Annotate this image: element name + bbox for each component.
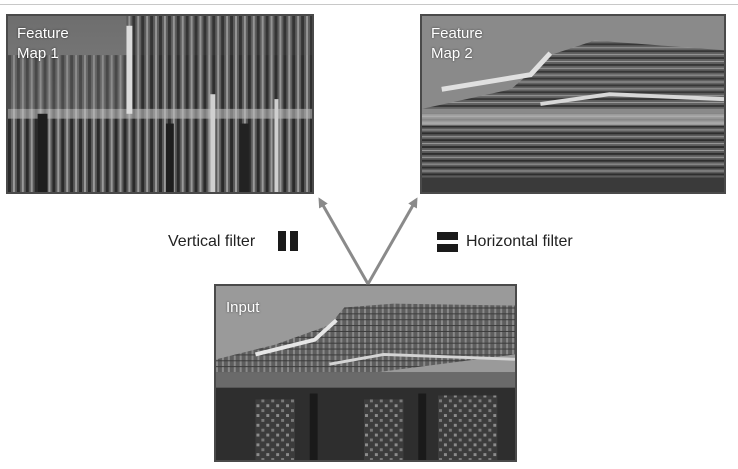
horizontal-filter-label: Horizontal filter bbox=[466, 233, 573, 250]
vertical-filter-label: Vertical filter bbox=[168, 233, 256, 250]
input-image: Input bbox=[214, 284, 517, 462]
feature-map-2-image: Feature Map 2 bbox=[420, 14, 726, 194]
horizontal-filter-icon bbox=[437, 232, 458, 252]
feature-map-2-label: Feature Map 2 bbox=[431, 25, 483, 62]
arrow-to-feature-map-1 bbox=[318, 197, 370, 285]
feature-map-1-label: Feature Map 1 bbox=[17, 25, 69, 62]
input-image-texture bbox=[216, 286, 515, 460]
top-divider-line bbox=[0, 4, 738, 5]
feature-map-1-image: Feature Map 1 bbox=[6, 14, 314, 194]
input-label: Input bbox=[226, 299, 260, 316]
feature-map-2-texture bbox=[422, 16, 724, 192]
vertical-filter-icon bbox=[278, 231, 300, 251]
arrow-to-feature-map-2 bbox=[366, 197, 418, 285]
feature-map-1-texture bbox=[8, 16, 312, 192]
